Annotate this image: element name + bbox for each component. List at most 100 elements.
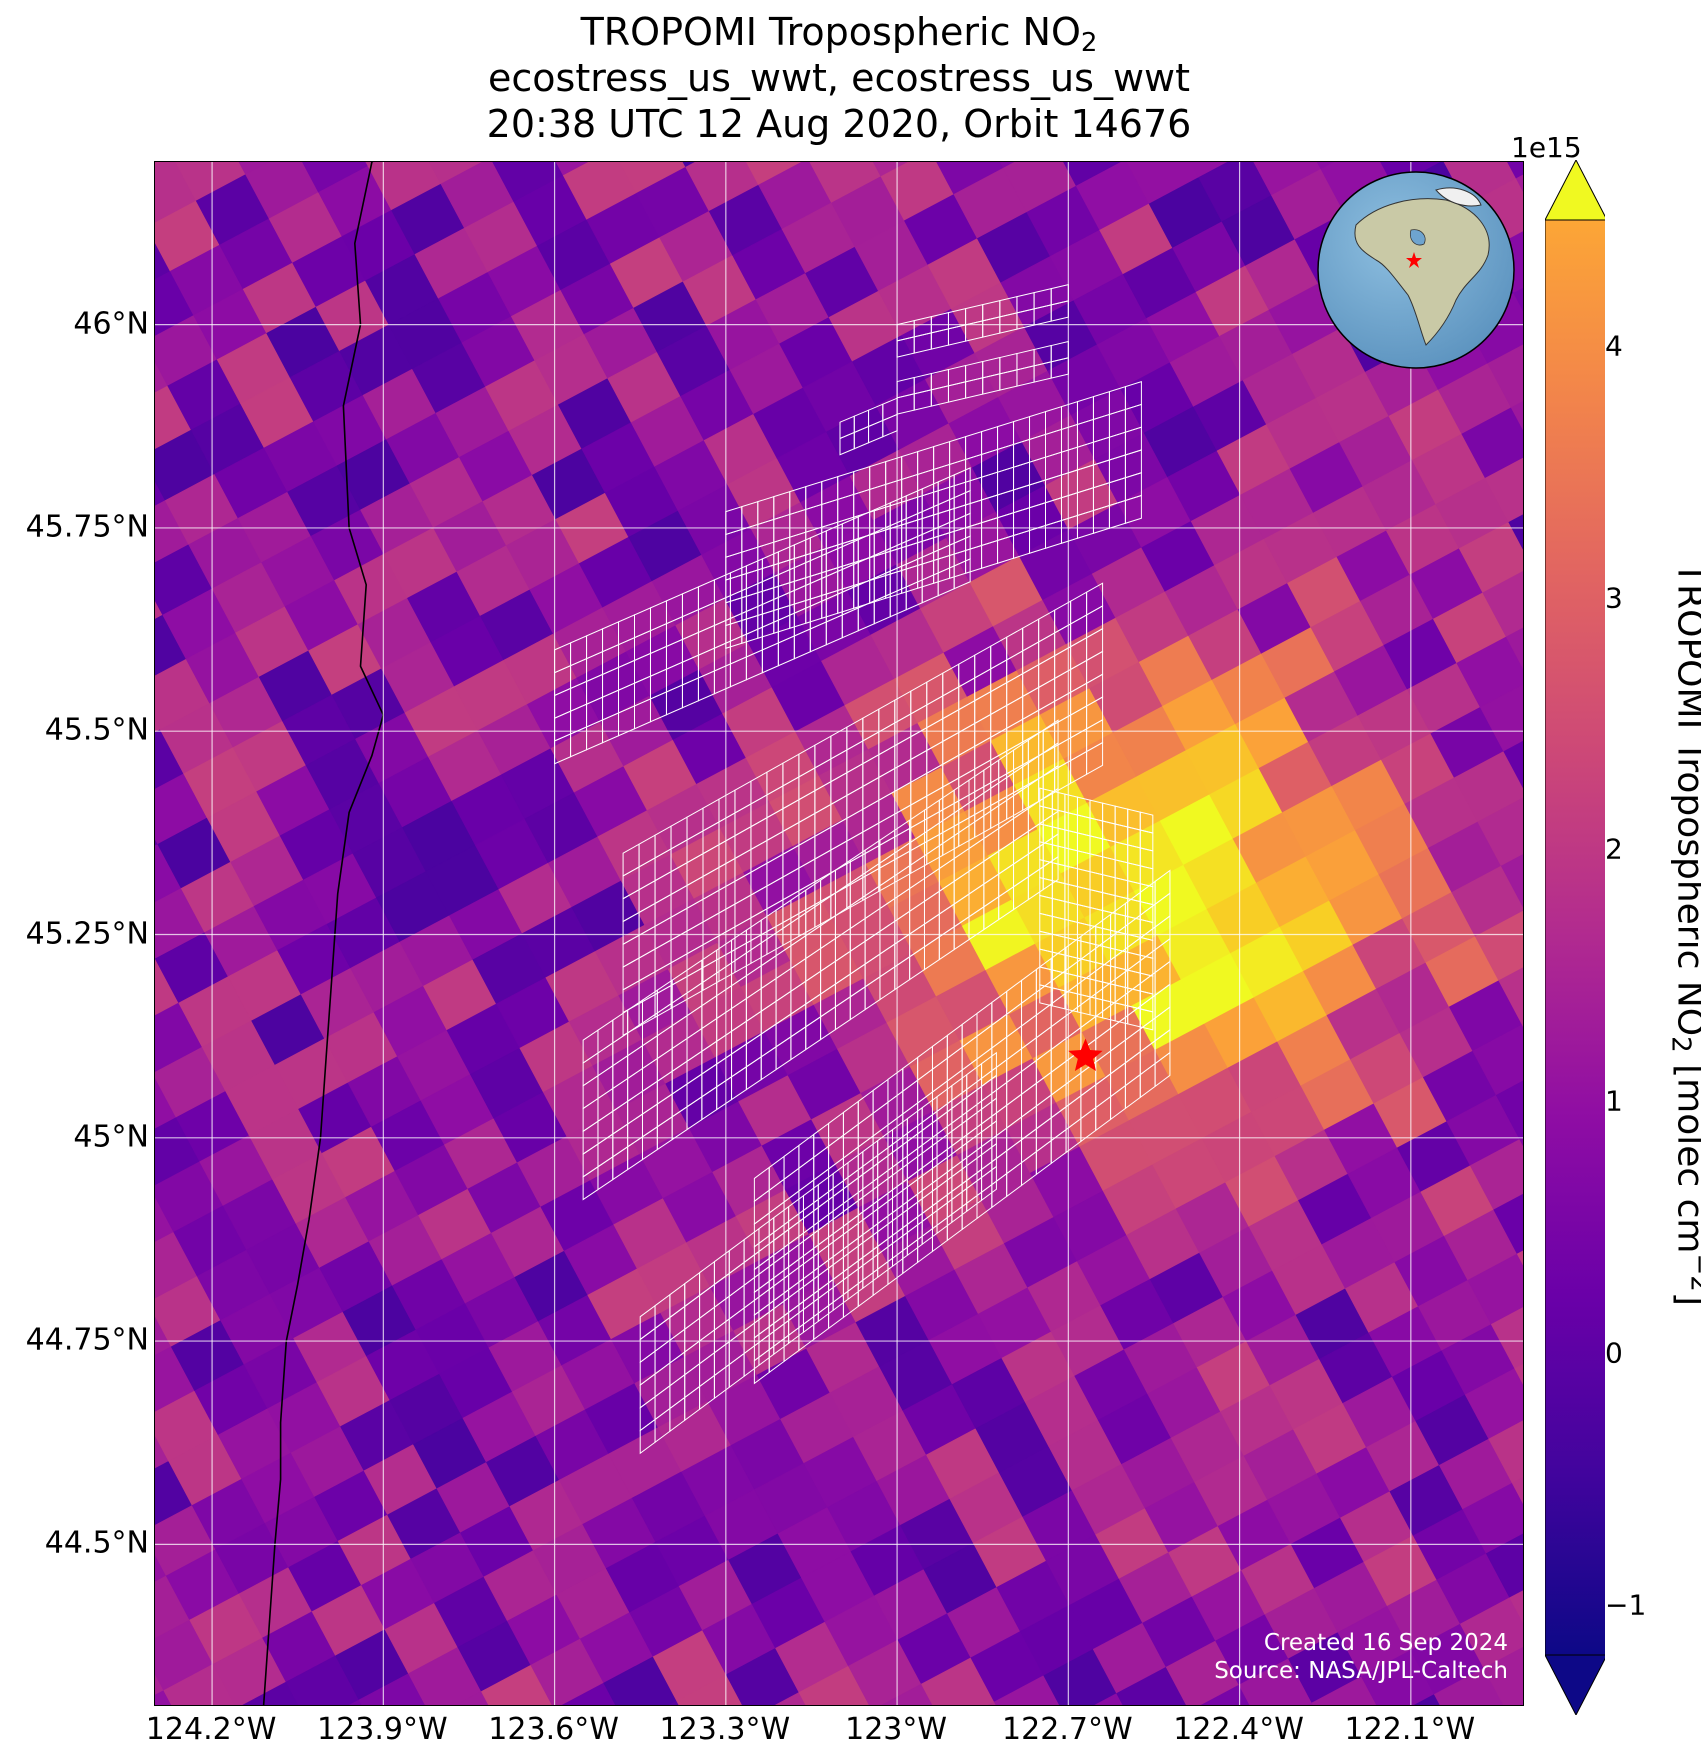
no2-pixel <box>1467 1253 1523 1325</box>
no2-pixel <box>1451 865 1523 937</box>
no2-pixel <box>555 162 590 176</box>
created-credit: Created 16 Sep 2024 <box>1263 1630 1508 1656</box>
no2-pixel <box>1508 514 1523 550</box>
no2-pixel <box>1495 1080 1523 1140</box>
lon-tick-label: 122.1°W <box>1344 1712 1476 1747</box>
no2-pixel <box>1493 1193 1523 1255</box>
swath-outline-layer <box>554 284 1171 1455</box>
no2-pixel <box>1307 1702 1314 1705</box>
swath-cell <box>1139 1008 1154 1031</box>
no2-pixel <box>1519 1137 1523 1147</box>
source-credit: Source: NASA/JPL-Caltech <box>1214 1658 1508 1684</box>
lat-tick-label: 45.5°N <box>44 712 149 748</box>
no2-pixel <box>1507 162 1523 179</box>
lat-tick-label: 44.75°N <box>25 1322 149 1358</box>
no2-pixel <box>1484 457 1523 523</box>
swath-cell <box>1086 741 1104 776</box>
no2-pixel <box>881 1683 933 1705</box>
lat-tick-label: 46°N <box>73 306 149 342</box>
no2-pixel <box>1488 1420 1523 1484</box>
no2-pixel <box>163 1663 236 1705</box>
no2-pixel <box>1514 1363 1523 1385</box>
no2-pixel <box>1456 636 1523 708</box>
lon-tick-label: 123.9°W <box>317 1712 448 1747</box>
site-star-marker <box>1068 1038 1103 1071</box>
no2-pixel <box>1094 1693 1124 1705</box>
swath-cell <box>1154 1051 1171 1088</box>
no2-pixel <box>1464 1368 1523 1440</box>
no2-pixel <box>358 1673 426 1705</box>
no2-pixel <box>155 1690 172 1705</box>
no2-pixel <box>1413 1694 1441 1705</box>
no2-pixel <box>1509 1590 1523 1624</box>
no2-pixel <box>1433 1667 1504 1705</box>
lat-tick-label: 44.5°N <box>44 1525 149 1561</box>
no2-pixel <box>455 1691 489 1705</box>
no2-pixel <box>1516 1250 1523 1266</box>
no2-pixel <box>348 1699 363 1705</box>
colorbar-tick-label: 2 <box>1605 832 1623 866</box>
no2-pixel <box>1479 684 1523 752</box>
no2-pixel <box>668 1700 680 1705</box>
no2-pixel <box>1474 910 1523 982</box>
no2-pixel-layer <box>155 162 1523 1705</box>
graticule <box>155 162 1523 1705</box>
no2-pixel <box>1485 1533 1523 1599</box>
no2-pixel <box>798 1665 870 1705</box>
no2-pixel <box>428 162 483 185</box>
no2-pixel <box>774 1692 807 1705</box>
no2-pixel <box>1511 1477 1523 1504</box>
title-line-1: TROPOMI Tropospheric NO2 <box>580 10 1098 58</box>
lon-tick-label: 122.4°W <box>1173 1712 1304 1747</box>
no2-pixel <box>872 162 909 177</box>
no2-pixel <box>682 162 696 168</box>
no2-pixel <box>1520 1703 1523 1705</box>
no2-pixel <box>1487 344 1523 409</box>
no2-pixel <box>1477 797 1523 867</box>
no2-pixel <box>561 1682 616 1705</box>
no2-pixel <box>1513 287 1523 312</box>
no2-pixel <box>242 1681 299 1705</box>
no2-pixel <box>1498 967 1523 1026</box>
colorbar-exponent: 1e15 <box>1511 131 1582 164</box>
lat-tick-label: 45°N <box>73 1119 149 1155</box>
lon-tick-label: 123°W <box>845 1712 948 1747</box>
coastline <box>262 162 385 1705</box>
colorbar-label: TROPOMI Tropospheric NO2 [molec cm−2] <box>1665 562 1701 1306</box>
lon-tick-label: 123.3°W <box>659 1712 791 1747</box>
swath-cell <box>1042 855 1059 891</box>
colorbar-tick-label: 4 <box>1605 329 1623 363</box>
inset-globe <box>1317 171 1515 369</box>
no2-pixel <box>1482 571 1523 638</box>
title-line-3: 20:38 UTC 12 Aug 2020, Orbit 14676 <box>486 102 1192 146</box>
colorbar-tick-label: 1 <box>1605 1084 1623 1118</box>
no2-pixel <box>1190 162 1229 178</box>
no2-pixel <box>999 162 1016 169</box>
lon-tick-label: 123.6°W <box>488 1712 619 1747</box>
no2-pixel <box>1469 1138 1523 1211</box>
map-panel[interactable] <box>154 161 1524 1706</box>
no2-pixel <box>1453 751 1523 823</box>
no2-pixel <box>746 162 803 186</box>
no2-pixel <box>1503 740 1523 789</box>
colorbar-tick-label: 3 <box>1605 581 1623 615</box>
title-line-2: ecostress_us_wwt, ecostress_us_wwt <box>488 56 1190 100</box>
map-canvas[interactable] <box>155 162 1524 1706</box>
swath-cell <box>953 558 971 590</box>
lat-tick-label: 45.25°N <box>25 916 149 951</box>
no2-pixel <box>987 1701 997 1705</box>
lon-tick-label: 122.7°W <box>1002 1712 1133 1747</box>
no2-pixel <box>1510 401 1523 431</box>
no2-pixel <box>1116 1666 1187 1705</box>
no2-pixel <box>1483 1646 1523 1705</box>
colorbar-tick-label: 0 <box>1605 1336 1623 1370</box>
no2-pixel <box>1311 1676 1377 1705</box>
colorbar-tick-label: −1 <box>1605 1588 1647 1622</box>
colorbar <box>1545 160 1605 1715</box>
no2-pixel <box>1461 407 1523 479</box>
no2-pixel <box>1316 162 1335 170</box>
no2-pixel <box>1459 1597 1523 1669</box>
no2-pixel <box>1490 1307 1523 1369</box>
no2-pixel <box>1505 627 1523 669</box>
no2-pixel <box>238 162 270 175</box>
